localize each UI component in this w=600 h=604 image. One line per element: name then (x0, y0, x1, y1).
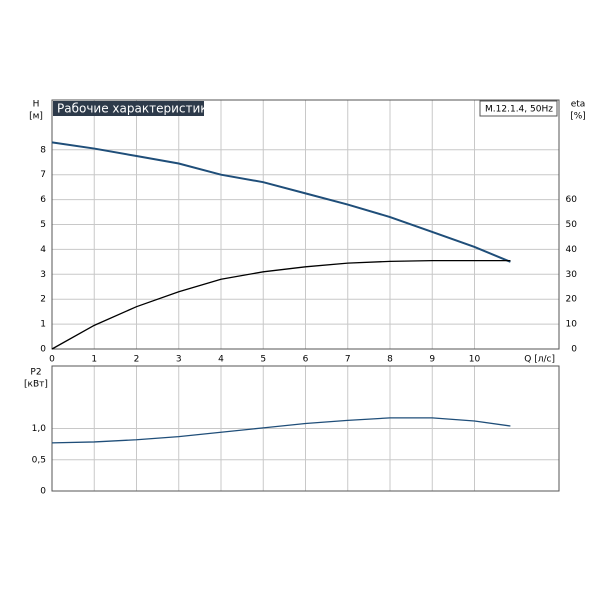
y-unit: [кВт] (24, 380, 48, 390)
y-tick-label: 0 (40, 345, 46, 355)
x-tick-label: 4 (218, 355, 224, 365)
plot-frame (51, 99, 560, 350)
x-tick-label: 0 (49, 355, 55, 365)
y-tick-label: 4 (40, 245, 46, 255)
y2-tick-label: 50 (566, 220, 578, 230)
y2-tick-label: 20 (566, 295, 578, 305)
y-tick-label: 6 (40, 195, 46, 205)
x-tick-label: 6 (303, 355, 309, 365)
x-label: Q [л/с] (524, 355, 555, 365)
x-tick-label: 9 (429, 355, 435, 365)
chart-title: Рабочие характеристики (57, 102, 215, 116)
x-tick-label: 2 (134, 355, 140, 365)
y2-tick-label: 40 (566, 245, 578, 255)
y2-tick-label: 0 (571, 345, 577, 355)
annotation-box (479, 100, 558, 117)
y-unit: [м] (29, 112, 43, 122)
y-label: P2 (30, 368, 41, 378)
curve (51, 141, 511, 263)
x-tick-label: 1 (91, 355, 97, 365)
y-tick-label: 7 (40, 170, 46, 180)
curve (51, 259, 511, 350)
x-tick-label: 3 (176, 355, 182, 365)
curve (51, 417, 511, 444)
plot-frame (51, 365, 560, 492)
y2-label: eta (571, 100, 586, 110)
y-label: H (33, 100, 40, 110)
y2-unit: [%] (570, 112, 586, 122)
y2-tick-label: 30 (566, 270, 578, 280)
x-tick-label: 7 (345, 355, 351, 365)
annotation: M.12.1.4, 50Hz (485, 105, 553, 115)
y-tick-label: 3 (40, 270, 46, 280)
y-tick-label: 8 (40, 145, 46, 155)
x-tick-label: 8 (387, 355, 393, 365)
y-tick-label: 0 (40, 487, 46, 497)
x-tick-label: 5 (260, 355, 266, 365)
title-box (53, 101, 204, 116)
y-tick-label: 2 (40, 295, 46, 305)
y-tick-label: 0,5 (32, 455, 46, 465)
y2-tick-label: 10 (566, 320, 578, 330)
y2-tick-label: 60 (566, 195, 578, 205)
x-tick-label: 10 (469, 355, 481, 365)
y-tick-label: 1 (40, 320, 46, 330)
y-tick-label: 1,0 (32, 424, 47, 434)
y-tick-label: 5 (40, 220, 46, 230)
